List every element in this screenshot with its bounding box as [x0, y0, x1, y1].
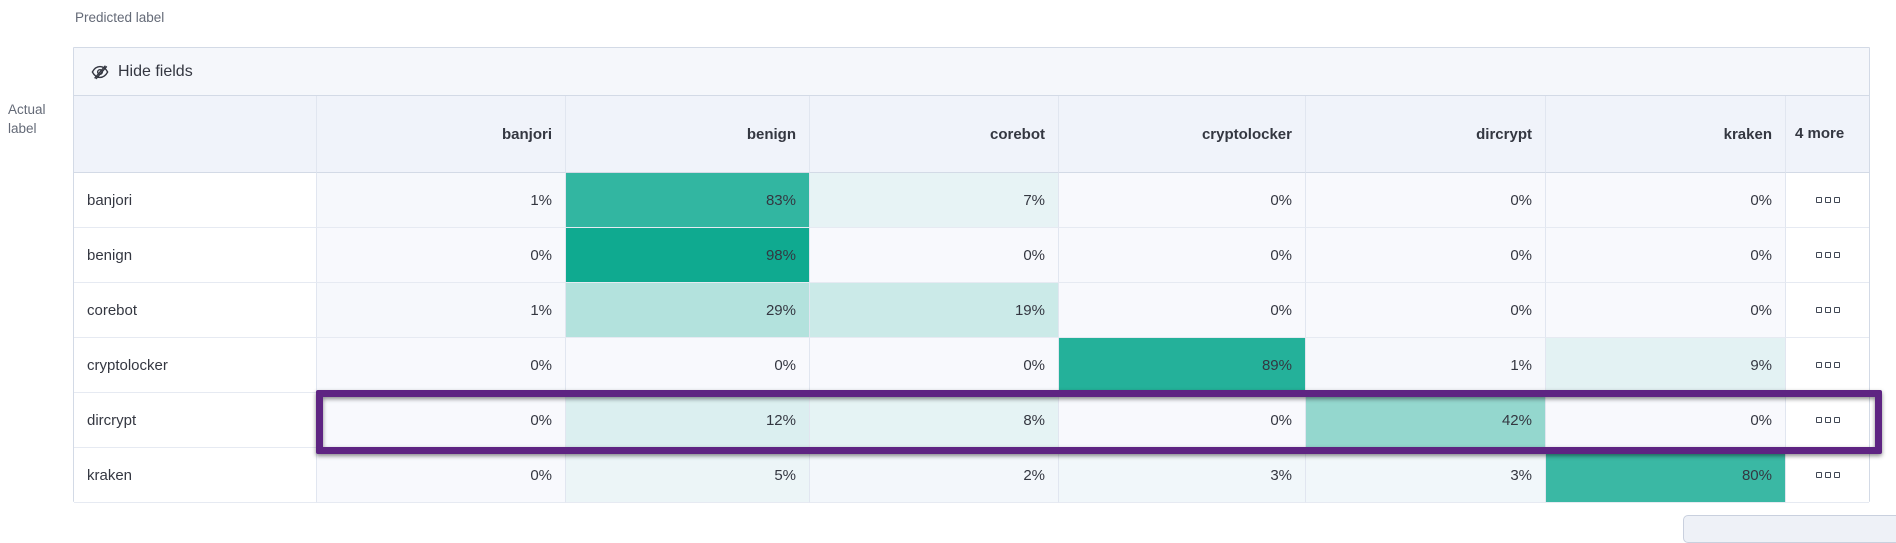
column-header-cryptolocker[interactable]: cryptolocker [1059, 96, 1306, 173]
row-label-corebot: corebot [74, 283, 317, 338]
matrix-cell-cryptolocker-banjori[interactable]: 0% [317, 338, 566, 393]
boxes-horizontal-icon [1815, 307, 1840, 313]
matrix-cell-benign-banjori[interactable]: 0% [317, 228, 566, 283]
matrix-cell-kraken-dircrypt[interactable]: 3% [1306, 448, 1546, 503]
matrix-cell-dircrypt-kraken[interactable]: 0% [1546, 393, 1786, 448]
matrix-cell-benign-cryptolocker[interactable]: 0% [1059, 228, 1306, 283]
expand-columns-button[interactable] [1786, 228, 1869, 283]
expand-columns-button[interactable] [1786, 173, 1869, 228]
column-header-more[interactable]: 4 more [1786, 96, 1869, 173]
header-corner-cell [74, 96, 317, 173]
matrix-cell-banjori-benign[interactable]: 83% [566, 173, 810, 228]
actual-label: Actual label [8, 100, 68, 138]
matrix-cell-banjori-cryptolocker[interactable]: 0% [1059, 173, 1306, 228]
eye-closed-icon [91, 64, 109, 79]
matrix-cell-banjori-corebot[interactable]: 7% [810, 173, 1059, 228]
row-label-kraken: kraken [74, 448, 317, 503]
boxes-horizontal-icon [1815, 252, 1840, 258]
expand-columns-button[interactable] [1786, 338, 1869, 393]
boxes-horizontal-icon [1815, 362, 1840, 368]
matrix-cell-cryptolocker-corebot[interactable]: 0% [810, 338, 1059, 393]
expand-columns-button[interactable] [1786, 283, 1869, 338]
expand-columns-button[interactable] [1786, 448, 1869, 503]
matrix-cell-cryptolocker-dircrypt[interactable]: 1% [1306, 338, 1546, 393]
column-header-kraken[interactable]: kraken [1546, 96, 1786, 173]
matrix-cell-corebot-cryptolocker[interactable]: 0% [1059, 283, 1306, 338]
matrix-cell-kraken-cryptolocker[interactable]: 3% [1059, 448, 1306, 503]
actual-label-line1: Actual [8, 102, 46, 117]
row-label-banjori: banjori [74, 173, 317, 228]
column-header-dircrypt[interactable]: dircrypt [1306, 96, 1546, 173]
matrix-cell-kraken-kraken[interactable]: 80% [1546, 448, 1786, 503]
matrix-grid: banjori benign corebot cryptolocker dircrypt… [74, 96, 1869, 503]
matrix-cell-dircrypt-corebot[interactable]: 8% [810, 393, 1059, 448]
row-label-dircrypt: dircrypt [74, 393, 317, 448]
matrix-cell-dircrypt-benign[interactable]: 12% [566, 393, 810, 448]
matrix-cell-kraken-banjori[interactable]: 0% [317, 448, 566, 503]
column-header-banjori[interactable]: banjori [317, 96, 566, 173]
matrix-cell-benign-benign[interactable]: 98% [566, 228, 810, 283]
hide-fields-button[interactable]: Hide fields [74, 48, 1869, 96]
row-label-cryptolocker: cryptolocker [74, 338, 317, 393]
matrix-cell-dircrypt-cryptolocker[interactable]: 0% [1059, 393, 1306, 448]
matrix-cell-cryptolocker-cryptolocker[interactable]: 89% [1059, 338, 1306, 393]
matrix-cell-benign-dircrypt[interactable]: 0% [1306, 228, 1546, 283]
matrix-cell-corebot-kraken[interactable]: 0% [1546, 283, 1786, 338]
matrix-cell-banjori-dircrypt[interactable]: 0% [1306, 173, 1546, 228]
matrix-cell-kraken-benign[interactable]: 5% [566, 448, 810, 503]
expand-columns-button[interactable] [1786, 393, 1869, 448]
bottom-right-widget[interactable] [1683, 515, 1896, 543]
matrix-cell-corebot-banjori[interactable]: 1% [317, 283, 566, 338]
matrix-cell-benign-corebot[interactable]: 0% [810, 228, 1059, 283]
matrix-cell-corebot-corebot[interactable]: 19% [810, 283, 1059, 338]
matrix-cell-corebot-benign[interactable]: 29% [566, 283, 810, 338]
column-header-corebot[interactable]: corebot [810, 96, 1059, 173]
matrix-cell-kraken-corebot[interactable]: 2% [810, 448, 1059, 503]
matrix-cell-benign-kraken[interactable]: 0% [1546, 228, 1786, 283]
hide-fields-label: Hide fields [118, 62, 193, 80]
column-header-benign[interactable]: benign [566, 96, 810, 173]
boxes-horizontal-icon [1815, 472, 1840, 478]
confusion-matrix: Hide fields banjori benign corebot cryptolo… [73, 47, 1882, 503]
predicted-label: Predicted label [75, 10, 165, 25]
matrix-cell-dircrypt-dircrypt[interactable]: 42% [1306, 393, 1546, 448]
boxes-horizontal-icon [1815, 197, 1840, 203]
matrix-cell-banjori-kraken[interactable]: 0% [1546, 173, 1786, 228]
matrix-cell-cryptolocker-kraken[interactable]: 9% [1546, 338, 1786, 393]
matrix-cell-corebot-dircrypt[interactable]: 0% [1306, 283, 1546, 338]
row-label-benign: benign [74, 228, 317, 283]
boxes-horizontal-icon [1815, 417, 1840, 423]
matrix-cell-cryptolocker-benign[interactable]: 0% [566, 338, 810, 393]
matrix-cell-dircrypt-banjori[interactable]: 0% [317, 393, 566, 448]
actual-label-line2: label [8, 121, 37, 136]
matrix-cell-banjori-banjori[interactable]: 1% [317, 173, 566, 228]
